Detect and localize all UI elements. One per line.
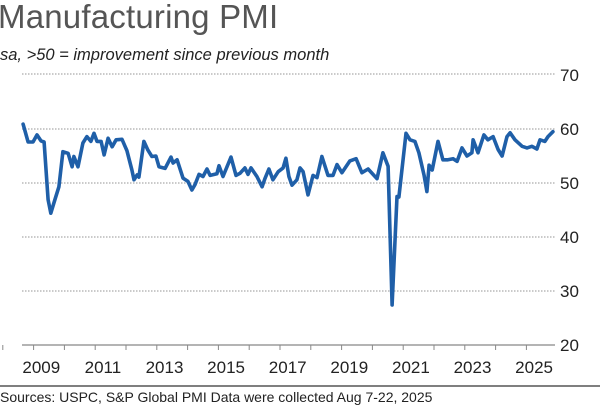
x-tick-label: 2017: [269, 358, 307, 377]
y-tick-label: 40: [560, 228, 579, 247]
y-tick-label: 50: [560, 174, 579, 193]
x-tick-label: 2015: [207, 358, 245, 377]
x-tick-label: 2025: [515, 358, 553, 377]
x-tick-label: 2009: [22, 358, 60, 377]
x-tick-label: 2011: [85, 358, 122, 377]
pmi-series-line: [23, 124, 553, 305]
x-tick-label: 2021: [392, 358, 430, 377]
x-tick-label: 2013: [146, 358, 184, 377]
x-tick-label: 2019: [330, 358, 368, 377]
y-tick-label: 30: [560, 282, 579, 301]
y-tick-label: 20: [560, 336, 579, 355]
source-footer: Sources: USPC, S&P Global PMI Data were …: [0, 389, 432, 405]
y-tick-label: 60: [560, 120, 579, 139]
x-tick-label: 2023: [454, 358, 492, 377]
y-tick-label: 70: [560, 66, 579, 85]
